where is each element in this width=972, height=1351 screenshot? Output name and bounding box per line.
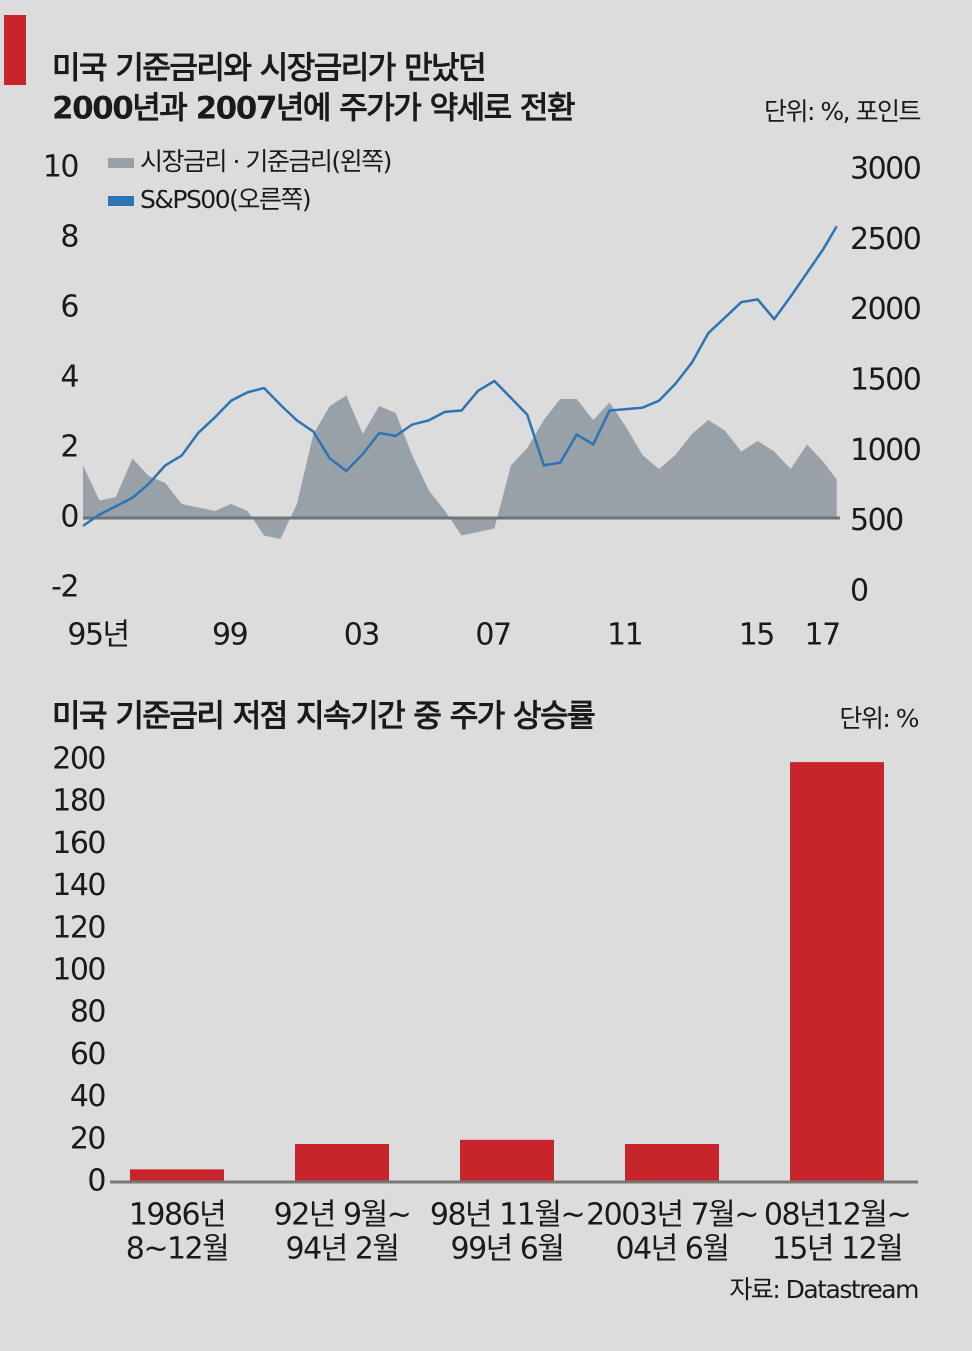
source: 자료: Datastream <box>729 1275 918 1304</box>
y-tick-label: 40 <box>70 1079 106 1114</box>
y-tick-label: 6 <box>60 290 78 325</box>
y-tick-label: 0 <box>60 500 78 535</box>
unit-label: 단위: %, 포인트 <box>764 97 921 126</box>
y2-tick-label: 2500 <box>850 222 921 257</box>
line <box>82 225 838 527</box>
x-tick-label: 92년 9월~ <box>274 1198 411 1233</box>
legend-label: 시장금리 · 기준금리(왼쪽) <box>140 147 391 176</box>
y-tick-label: -2 <box>51 570 78 605</box>
y2-tick-label: 2000 <box>850 292 921 327</box>
y-tick-label: 160 <box>52 826 105 861</box>
legend-label: S&PS00(오른쪽) <box>140 185 310 214</box>
y-tick-label: 120 <box>52 910 105 945</box>
y-tick-label: 140 <box>52 868 105 903</box>
x-tick-label: 95년 <box>67 618 128 653</box>
area <box>83 395 837 539</box>
y2-tick-label: 3000 <box>850 152 921 187</box>
y-tick-label: 180 <box>52 784 105 819</box>
x-tick-label: 2003년 7월~ <box>586 1198 758 1233</box>
y2-tick-label: 1000 <box>850 433 921 468</box>
y-tick-label: 0 <box>87 1164 105 1199</box>
x-tick-label: 8~12월 <box>126 1232 229 1267</box>
x-tick-label: 15년 12월 <box>772 1232 903 1267</box>
y-tick-label: 2 <box>60 430 78 465</box>
y-tick-label: 100 <box>52 953 105 988</box>
x-tick-label: 17 <box>804 618 839 653</box>
x-tick-label: 04년 6월 <box>616 1232 729 1267</box>
x-tick-label: 11 <box>607 618 642 653</box>
y-tick-label: 8 <box>60 220 78 255</box>
unit-label: 단위: % <box>839 704 918 733</box>
x-tick-label: 08년12월~ <box>764 1198 910 1233</box>
chart-title: 2000년과 2007년에 주가가 약세로 전환 <box>52 91 575 127</box>
x-tick-label: 03 <box>344 618 379 653</box>
bar <box>295 1144 389 1182</box>
y-tick-label: 20 <box>70 1121 106 1156</box>
bar <box>790 762 884 1182</box>
bar <box>460 1139 554 1182</box>
x-tick-label: 07 <box>475 618 510 653</box>
x-tick-label: 15 <box>739 618 774 653</box>
y2-tick-label: 500 <box>850 503 903 538</box>
x-tick-label: 99년 6월 <box>451 1232 564 1267</box>
x-tick-label: 94년 2월 <box>286 1232 399 1267</box>
y-tick-label: 80 <box>70 995 106 1030</box>
x-tick-label: 99 <box>212 618 247 653</box>
y2-tick-label: 0 <box>850 574 868 609</box>
x-tick-label: 98년 11월~ <box>430 1198 584 1233</box>
legend-swatch <box>108 158 134 168</box>
bar <box>625 1144 719 1182</box>
bar <box>130 1169 224 1182</box>
y-tick-label: 10 <box>43 150 79 185</box>
legend-swatch <box>108 196 134 206</box>
chart-title: 미국 기준금리와 시장금리가 만났던 <box>52 51 485 87</box>
accent-bar <box>4 15 26 85</box>
y-tick-label: 60 <box>70 1037 106 1072</box>
chart-title: 미국 기준금리 저점 지속기간 중 주가 상승률 <box>52 699 595 735</box>
x-tick-label: 1986년 <box>129 1198 225 1233</box>
y2-tick-label: 1500 <box>850 363 921 398</box>
y-tick-label: 200 <box>52 742 105 777</box>
y-tick-label: 4 <box>60 360 78 395</box>
